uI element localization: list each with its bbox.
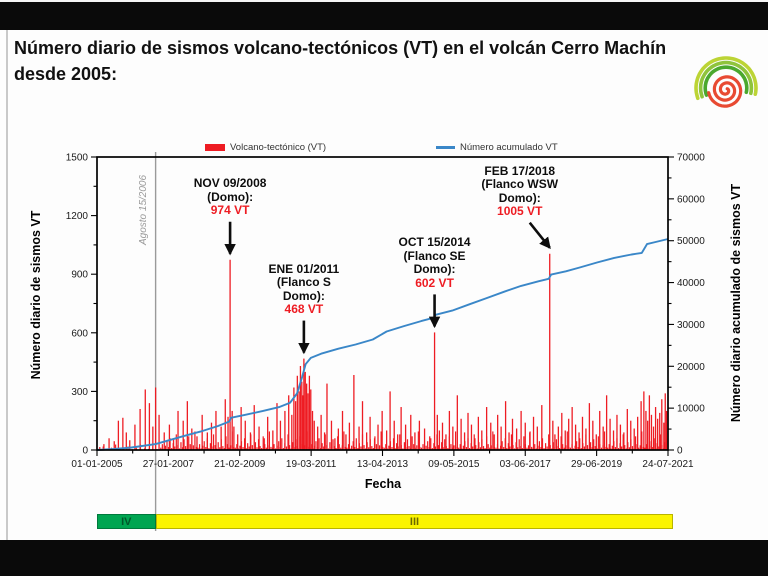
tick-label: 300 <box>71 387 88 398</box>
legend-numero-acumulado: Número acumulado VT <box>436 142 558 153</box>
annotation-line: NOV 09/2008 <box>193 176 267 191</box>
tick-label: 600 <box>71 328 88 339</box>
tick-label: 0 <box>82 446 88 457</box>
annotation-line: Domo): <box>282 288 325 303</box>
axis-ticks <box>91 156 674 456</box>
annotation-value: 468 VT <box>284 302 324 317</box>
tick-label: 19-03-2011 <box>286 459 337 470</box>
annotation-value: 974 VT <box>210 203 250 218</box>
tick-label: 70000 <box>677 153 705 164</box>
tick-label: 10000 <box>677 404 705 415</box>
annotation-line: (Domo): <box>207 189 254 204</box>
tick-label: 21-02-2009 <box>214 459 266 470</box>
y-axis-title-right: Número diario acumulado de sismos VT <box>729 183 743 423</box>
annotation-line: FEB 17/2018 <box>484 163 556 178</box>
sgc-spiral-logo-svg <box>694 56 758 108</box>
annotation-line: Domo): <box>498 190 541 205</box>
x-axis-title: Fecha <box>364 477 402 491</box>
cumulative-vt-line <box>96 238 669 451</box>
annotation-line: OCT 15/2014 <box>398 235 471 250</box>
activity-level-IV: IV <box>97 514 156 529</box>
sgc-spiral-logo <box>686 42 762 118</box>
page-title: Número diario de sismos volcano-tectónic… <box>14 38 667 84</box>
frame-bottom-black-bar <box>0 540 768 576</box>
annotation-ene-01-2011: ENE 01/2011 (Flanco S Domo): 468 VT <box>229 261 379 317</box>
annotation-line: (Flanco S <box>276 275 331 290</box>
legend-line-label: Número acumulado VT <box>460 142 558 153</box>
tick-label: 60000 <box>677 194 705 205</box>
tick-label: 27-01-2007 <box>143 459 195 470</box>
annotation-value: 1005 VT <box>497 204 543 219</box>
axis-tick-labels: 0 300 600 900 1200 1500 0 10000 20000 30000 40000 5… <box>66 153 705 471</box>
frame-top-sliver <box>0 0 768 2</box>
tick-label: 20000 <box>677 362 705 373</box>
logo-stroke <box>707 75 743 108</box>
annotation-line: (Flanco WSW <box>481 177 559 192</box>
vt-seismicity-chart: 0 300 600 900 1200 1500 0 10000 20000 30000 40000 5… <box>66 152 705 531</box>
tick-label: 1200 <box>66 211 89 222</box>
tick-label: 13-04-2013 <box>357 459 409 470</box>
tick-label: 30000 <box>677 320 705 331</box>
annotation-line: Domo): <box>413 262 456 277</box>
tick-label: 03-06-2017 <box>500 459 552 470</box>
annotation-nov-09-2008: NOV 09/2008 (Domo): 974 VT <box>155 177 305 218</box>
tick-label: 01-01-2005 <box>71 459 123 470</box>
annotation-oct-15-2014: OCT 15/2014 (Flanco SE Domo): 602 VT <box>360 236 510 290</box>
tick-label: 1500 <box>66 153 89 164</box>
annotation-line: ENE 01/2011 <box>268 261 340 276</box>
tick-label: 29-06-2019 <box>571 459 623 470</box>
logo-stroke <box>703 65 749 97</box>
activity-level-III: III <box>155 514 674 529</box>
tick-label: 50000 <box>677 236 705 247</box>
logo-stroke <box>694 56 758 101</box>
tick-label: 900 <box>71 270 88 281</box>
legend-volcano-tectonico: Volcano-tectónico (VT) <box>205 142 326 153</box>
annotation-feb-17-2018: FEB 17/2018 (Flanco WSW Domo): 1005 VT <box>445 163 595 219</box>
logo-stroke <box>698 60 754 99</box>
y-axis-title-left: Número diario de sismos VT <box>29 210 43 380</box>
legend-line-swatch <box>436 146 455 149</box>
tick-label: 09-05-2015 <box>428 459 480 470</box>
frame-top-black-bar <box>0 2 768 30</box>
event-line-label: Agosto 15/2006 <box>138 174 149 246</box>
tick-label: 24-07-2021 <box>642 459 694 470</box>
legend-bar-label: Volcano-tectónico (VT) <box>230 142 327 153</box>
tick-label: 0 <box>677 446 683 457</box>
annotation-arrow-feb-17-2018 <box>528 221 551 250</box>
annotation-line: (Flanco SE <box>403 248 466 263</box>
tick-label: 40000 <box>677 278 705 289</box>
slide-left-edge <box>6 30 8 540</box>
annotation-value: 602 VT <box>415 275 454 290</box>
legend-bar-swatch <box>205 144 225 151</box>
